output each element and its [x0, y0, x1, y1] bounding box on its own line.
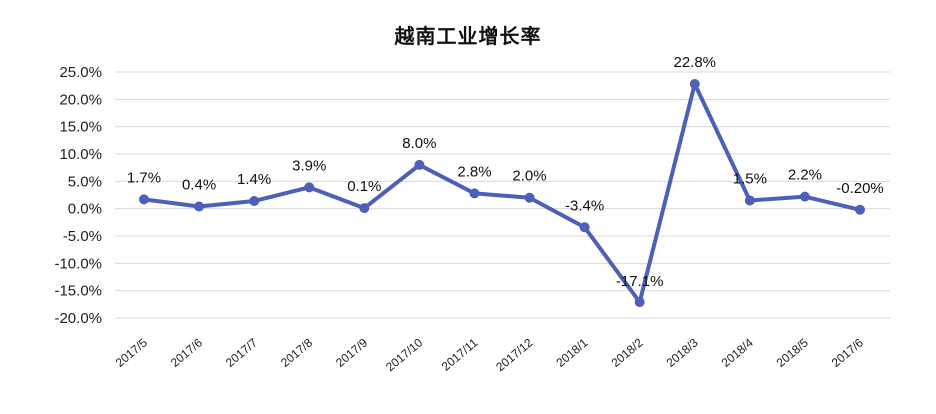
data-point [359, 203, 370, 214]
x-tick-label: 2017/8 [278, 335, 315, 370]
x-tick-label: 2017/7 [223, 335, 260, 370]
data-label: -17.1% [616, 273, 664, 290]
x-tick-label: 2017/11 [439, 335, 481, 373]
x-tick-label: 2017/5 [113, 335, 150, 370]
data-label: 0.1% [347, 178, 381, 195]
data-label: 1.7% [127, 169, 161, 186]
x-tick-label: 2017/9 [333, 335, 370, 370]
data-point [744, 195, 755, 206]
x-tick-label: 2017/6 [829, 335, 866, 370]
data-label: 22.8% [673, 54, 716, 71]
data-point [855, 204, 865, 215]
x-tick-label: 2017/10 [383, 335, 425, 374]
x-tick-label: 2017/6 [168, 335, 205, 370]
x-tick-label: 2018/5 [774, 335, 811, 370]
data-point [689, 79, 700, 90]
chart-title: 越南工业增长率 [394, 24, 542, 48]
data-point [799, 191, 810, 202]
data-label: -3.4% [565, 197, 604, 214]
data-label: 3.9% [292, 157, 326, 174]
data-label: 0.4% [182, 176, 216, 193]
data-label: 1.5% [733, 170, 767, 187]
data-point [249, 196, 260, 207]
y-tick-label: 15.0% [59, 119, 102, 136]
data-point [634, 297, 645, 308]
y-tick-label: 25.0% [59, 64, 102, 81]
data-label: 2.8% [457, 163, 491, 180]
series-line [143, 82, 861, 305]
data-point [139, 194, 149, 205]
y-tick-label: 10.0% [59, 146, 102, 163]
x-tick-label: 2018/2 [609, 335, 646, 370]
data-point [414, 159, 425, 170]
y-tick-label: 20.0% [59, 91, 102, 108]
data-point [579, 222, 590, 233]
x-tick-label: 2017/12 [493, 335, 535, 374]
data-label: 2.2% [788, 167, 822, 184]
y-tick-label: -10.0% [54, 255, 102, 272]
y-tick-label: -15.0% [54, 283, 102, 300]
x-tick-label: 2018/4 [719, 335, 756, 370]
x-tick-label: 2018/3 [664, 335, 701, 370]
x-tick-label: 2018/1 [553, 335, 590, 370]
y-tick-label: 5.0% [68, 173, 102, 190]
data-point [304, 182, 315, 193]
y-tick-label: -5.0% [63, 228, 102, 245]
data-label: 2.0% [512, 168, 546, 185]
data-point [524, 192, 535, 203]
data-label: -0.20% [836, 180, 884, 197]
data-label: 8.0% [402, 135, 436, 152]
data-point [469, 188, 480, 199]
data-point [194, 201, 205, 212]
data-label: 1.4% [237, 171, 271, 188]
y-tick-label: 0.0% [68, 201, 102, 218]
y-tick-label: -20.0% [54, 310, 102, 327]
